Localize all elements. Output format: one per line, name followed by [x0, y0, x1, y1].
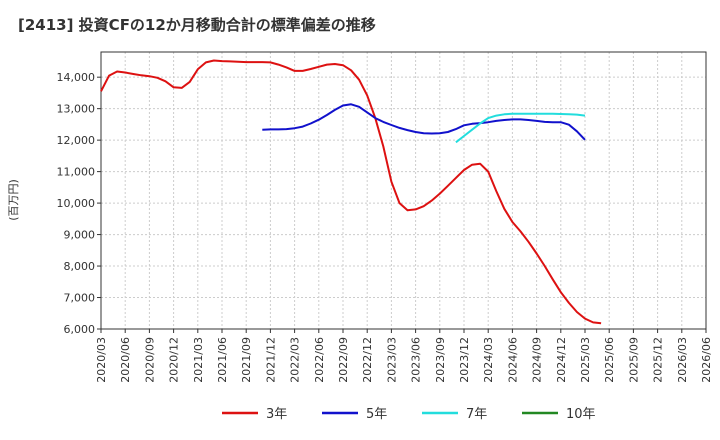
x-tick-label: 2023/03: [385, 337, 398, 383]
x-tick-label: 2024/09: [531, 337, 544, 383]
x-tick-label: 2020/03: [95, 337, 108, 383]
x-tick-label: 2021/06: [216, 337, 229, 383]
x-tick-label: 2025/03: [579, 337, 592, 383]
x-tick-label: 2020/09: [143, 337, 156, 383]
legend-label-3: 7年: [466, 407, 487, 422]
x-tick-label: 2024/03: [482, 337, 495, 383]
legend-label-2: 5年: [366, 407, 387, 422]
series-line-2: [262, 103, 586, 141]
y-tick-label: 14,000: [57, 71, 96, 84]
x-tick-label: 2024/06: [506, 337, 519, 383]
x-tick-label: 2021/09: [240, 337, 253, 383]
x-tick-label: 2025/12: [652, 337, 665, 383]
x-tick-label: 2022/03: [289, 337, 302, 383]
series-line-3: [455, 112, 586, 144]
y-axis-label: (百万円): [7, 179, 20, 221]
chart-title: [2413] 投資CFの12か月移動合計の標準偏差の推移: [18, 16, 376, 34]
series-line-1: [100, 59, 602, 325]
legend-label-1: 3年: [266, 407, 287, 422]
y-tick-label: 7,000: [64, 292, 96, 305]
x-tick-label: 2022/06: [313, 337, 326, 383]
y-tick-label: 6,000: [64, 323, 96, 336]
y-tick-label: 11,000: [57, 166, 96, 179]
y-axis-ticks: 6,000 7,000 8,000 9,000 10,000 11,000 12,000 13…: [57, 71, 101, 336]
y-tick-label: 10,000: [57, 197, 96, 210]
x-tick-label: 2020/06: [119, 337, 132, 383]
x-tick-label: 2023/06: [410, 337, 423, 383]
x-tick-label: 2022/09: [337, 337, 350, 383]
x-tick-label: 2021/03: [192, 337, 205, 383]
x-tick-label: 2026/06: [700, 337, 713, 383]
x-tick-label: 2023/09: [434, 337, 447, 383]
grid-lines: [100, 52, 707, 330]
y-tick-label: 9,000: [64, 229, 96, 242]
x-tick-label: 2022/12: [361, 337, 374, 383]
x-tick-label: 2025/09: [627, 337, 640, 383]
series-lines: [100, 59, 602, 325]
legend: 3年 5年 7年 10年: [222, 407, 596, 422]
x-axis-ticks: 2020/03 2020/06 2020/09 2020/12 2021/03 2021/…: [95, 329, 713, 383]
y-tick-label: 12,000: [57, 134, 96, 147]
x-tick-label: 2020/12: [168, 337, 181, 383]
plot-area: [100, 51, 707, 330]
y-tick-label: 13,000: [57, 103, 96, 116]
x-tick-label: 2021/12: [264, 337, 277, 383]
x-tick-label: 2026/03: [676, 337, 689, 383]
legend-label-4: 10年: [566, 407, 596, 422]
x-tick-label: 2023/12: [458, 337, 471, 383]
x-tick-label: 2024/12: [555, 337, 568, 383]
x-tick-label: 2025/06: [603, 337, 616, 383]
y-tick-label: 8,000: [64, 260, 96, 273]
